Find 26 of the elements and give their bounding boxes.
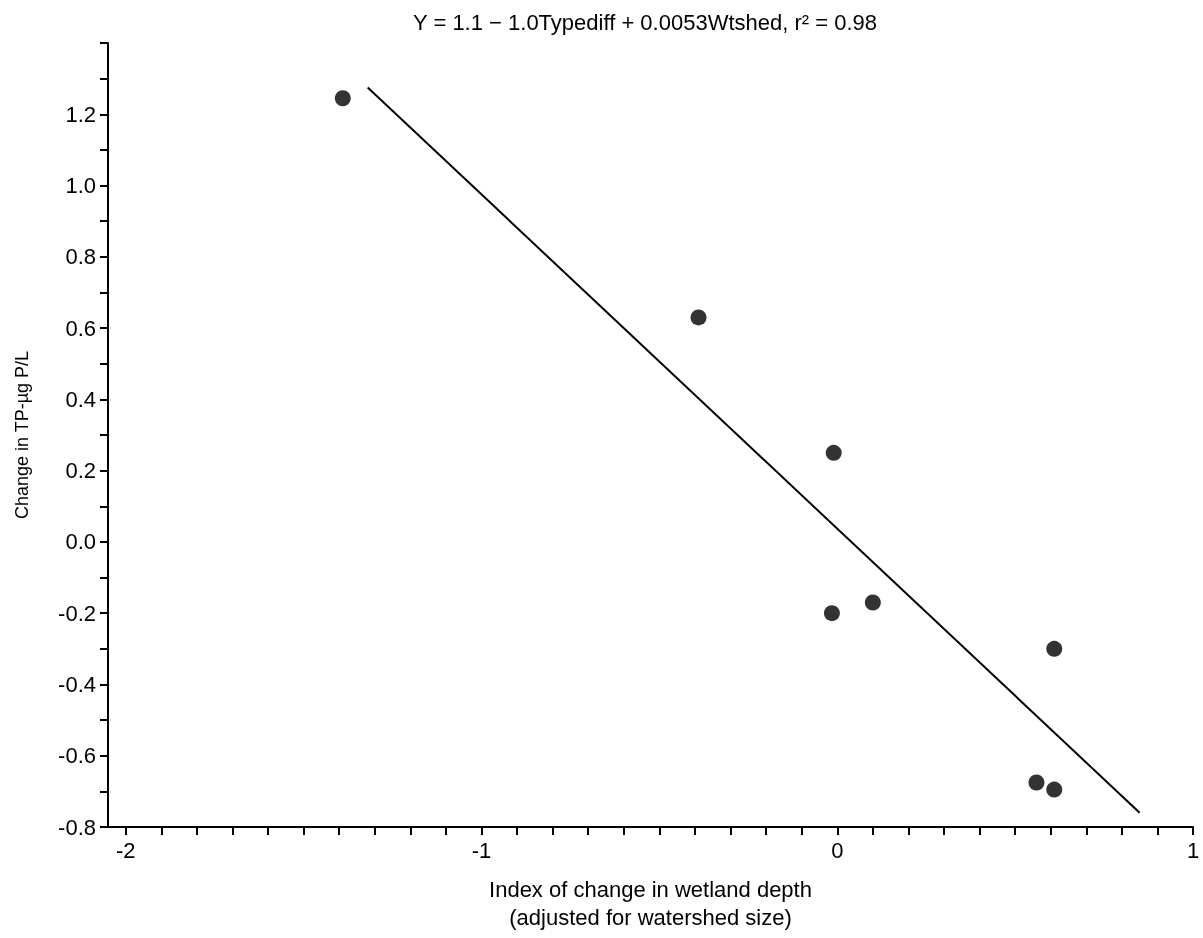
y-tick-label: -0.2 <box>58 600 96 626</box>
x-tick-label: -1 <box>471 837 492 863</box>
point <box>823 605 840 622</box>
chart-title: Y = 1.1 − 1.0Typediff + 0.0053Wtshed, r² = 0.98 <box>413 9 877 35</box>
x-tick-label: 0 <box>831 837 844 863</box>
y-tick-label: 0.8 <box>65 244 96 270</box>
point <box>690 309 707 326</box>
y-tick-label: 0.6 <box>65 315 96 341</box>
x-tick-label: 1 <box>1186 837 1200 863</box>
y-tick-label: -0.8 <box>58 814 96 840</box>
point <box>864 594 881 611</box>
y-tick-label: 1.0 <box>65 173 96 199</box>
y-tick-label: 0.2 <box>65 458 96 484</box>
y-tick-label: 0.4 <box>65 386 96 412</box>
x-tick-label: -2 <box>116 837 136 863</box>
y-tick-label: -0.4 <box>58 671 96 697</box>
y-axis-title: Change in TP-µg P/L <box>12 350 32 520</box>
point <box>825 444 842 461</box>
point <box>1046 781 1063 798</box>
y-tick-label: -0.6 <box>58 743 96 769</box>
point <box>1046 640 1063 657</box>
point <box>1028 774 1045 791</box>
point <box>334 90 351 107</box>
x-axis-title: Index of change in wetland depth (adjusted for watershed size) <box>489 876 812 930</box>
y-tick-label: 1.2 <box>65 101 96 127</box>
y-tick-label: 0.0 <box>65 529 96 555</box>
